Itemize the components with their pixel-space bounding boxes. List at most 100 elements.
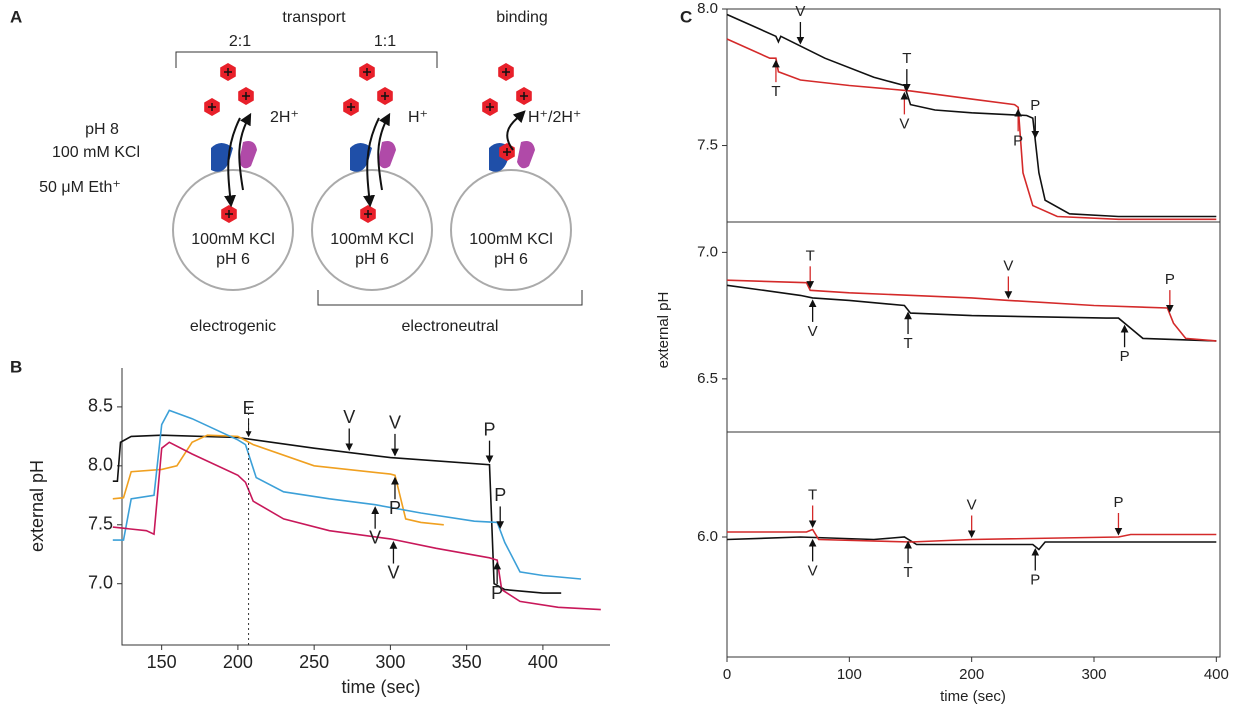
annotation: P bbox=[494, 485, 506, 505]
label: 100mM KCl bbox=[330, 231, 414, 248]
label: pH 6 bbox=[494, 251, 528, 268]
y-tick-label: 8.0 bbox=[88, 455, 113, 475]
x-tick-label: 300 bbox=[375, 652, 405, 672]
label: 100mM KCl bbox=[469, 231, 553, 248]
annotation: V bbox=[808, 562, 818, 579]
annotation: T bbox=[771, 83, 780, 100]
x-axis-label: time (sec) bbox=[940, 688, 1006, 705]
annotation: P bbox=[1120, 348, 1130, 365]
annotation: P bbox=[1030, 571, 1040, 588]
plus-icon bbox=[520, 92, 528, 100]
flux-arrow bbox=[224, 117, 241, 208]
plus-icon bbox=[364, 210, 372, 218]
annotation: P bbox=[389, 498, 401, 518]
data-line bbox=[726, 279, 1217, 342]
vesicle bbox=[311, 169, 433, 291]
panel-label: B bbox=[10, 357, 22, 376]
data-line bbox=[112, 409, 582, 580]
annotation: V bbox=[343, 407, 355, 427]
diagram: transport binding 2:1 1:1 pH 8 100 mM KC… bbox=[39, 9, 583, 335]
chart: 8.0 7.5 V T P T V P bbox=[697, 0, 1221, 223]
bracket bbox=[175, 51, 438, 68]
data-line bbox=[726, 284, 1217, 342]
label: pH 6 bbox=[216, 251, 250, 268]
chart: 6.0 0 100 200 300 400 time (sec) V T P T V P bbox=[697, 431, 1229, 705]
annotation: P bbox=[484, 419, 496, 439]
x-tick-label: 350 bbox=[452, 652, 482, 672]
vesicle bbox=[172, 169, 294, 291]
bracket bbox=[317, 290, 583, 306]
annotation: T bbox=[902, 50, 911, 67]
plus-icon bbox=[502, 68, 510, 76]
annotation: P bbox=[1165, 271, 1175, 288]
plus-icon bbox=[224, 68, 232, 76]
y-axis-label: external pH bbox=[655, 292, 672, 369]
transporter bbox=[239, 141, 257, 169]
annotation: P bbox=[1030, 97, 1040, 114]
panel-label: A bbox=[10, 7, 22, 26]
data-line bbox=[726, 13, 1217, 218]
chart: 7.0 6.5 external pH V T P T V P bbox=[655, 221, 1221, 433]
x-tick-label: 150 bbox=[147, 652, 177, 672]
plot-frame bbox=[726, 221, 1221, 433]
annotation: V bbox=[389, 413, 401, 433]
panel-label: C bbox=[680, 7, 692, 26]
x-tick-label: 200 bbox=[223, 652, 253, 672]
label: 2H⁺ bbox=[270, 109, 299, 126]
annotation: T bbox=[903, 564, 912, 581]
y-tick-label: 8.0 bbox=[697, 0, 718, 17]
annotation: T bbox=[806, 247, 815, 264]
data-line bbox=[112, 434, 444, 526]
flux-arrow bbox=[377, 112, 391, 191]
label: 100mM KCl bbox=[191, 231, 275, 248]
x-tick-label: 400 bbox=[528, 652, 558, 672]
annotation: V bbox=[1003, 257, 1013, 274]
annotation: P bbox=[1113, 494, 1123, 511]
x-tick-label: 250 bbox=[299, 652, 329, 672]
annotation: V bbox=[808, 323, 818, 340]
plus-icon bbox=[503, 148, 511, 156]
annotation: T bbox=[808, 486, 817, 503]
label: pH 8 bbox=[85, 121, 119, 138]
label: 50 μM Eth⁺ bbox=[39, 179, 121, 196]
data-line bbox=[112, 441, 601, 611]
y-axis-label: external pH bbox=[27, 460, 47, 552]
label: H⁺/2H⁺ bbox=[528, 109, 581, 126]
data-line bbox=[112, 434, 562, 594]
plus-icon bbox=[225, 210, 233, 218]
y-tick-label: 7.5 bbox=[88, 514, 113, 534]
x-tick-label: 200 bbox=[959, 666, 984, 683]
label: 1:1 bbox=[374, 33, 396, 50]
y-tick-label: 8.5 bbox=[88, 396, 113, 416]
transporter bbox=[378, 141, 396, 169]
vesicle bbox=[450, 169, 572, 291]
plus-icon bbox=[242, 92, 250, 100]
annotation: P bbox=[491, 583, 503, 603]
x-tick-label: 400 bbox=[1204, 666, 1229, 683]
plus-icon bbox=[347, 103, 355, 111]
flux-arrow bbox=[506, 110, 526, 151]
y-tick-label: 7.0 bbox=[88, 572, 113, 592]
transporter bbox=[517, 141, 535, 169]
flux-arrow bbox=[363, 117, 380, 208]
annotation: V bbox=[369, 527, 381, 547]
label: electrogenic bbox=[190, 318, 276, 335]
flux-arrow bbox=[238, 112, 252, 191]
plus-icon bbox=[486, 103, 494, 111]
annotation: P bbox=[1013, 132, 1023, 149]
x-tick-label: 300 bbox=[1081, 666, 1106, 683]
plus-icon bbox=[208, 103, 216, 111]
label: electroneutral bbox=[402, 318, 499, 335]
y-tick-label: 6.5 bbox=[697, 370, 718, 387]
plus-icon bbox=[381, 92, 389, 100]
data-line bbox=[726, 38, 1217, 221]
plus-icon bbox=[363, 68, 371, 76]
label: 2:1 bbox=[229, 33, 251, 50]
annotation: V bbox=[387, 562, 399, 582]
annotation: E bbox=[243, 398, 255, 418]
panel-letters: A B C bbox=[10, 7, 692, 376]
data-line bbox=[726, 536, 1217, 551]
chart: 7.0 7.5 8.0 8.5 150 200 250 300 350 400 time (sec)… bbox=[27, 368, 610, 697]
annotation: V bbox=[795, 3, 805, 20]
